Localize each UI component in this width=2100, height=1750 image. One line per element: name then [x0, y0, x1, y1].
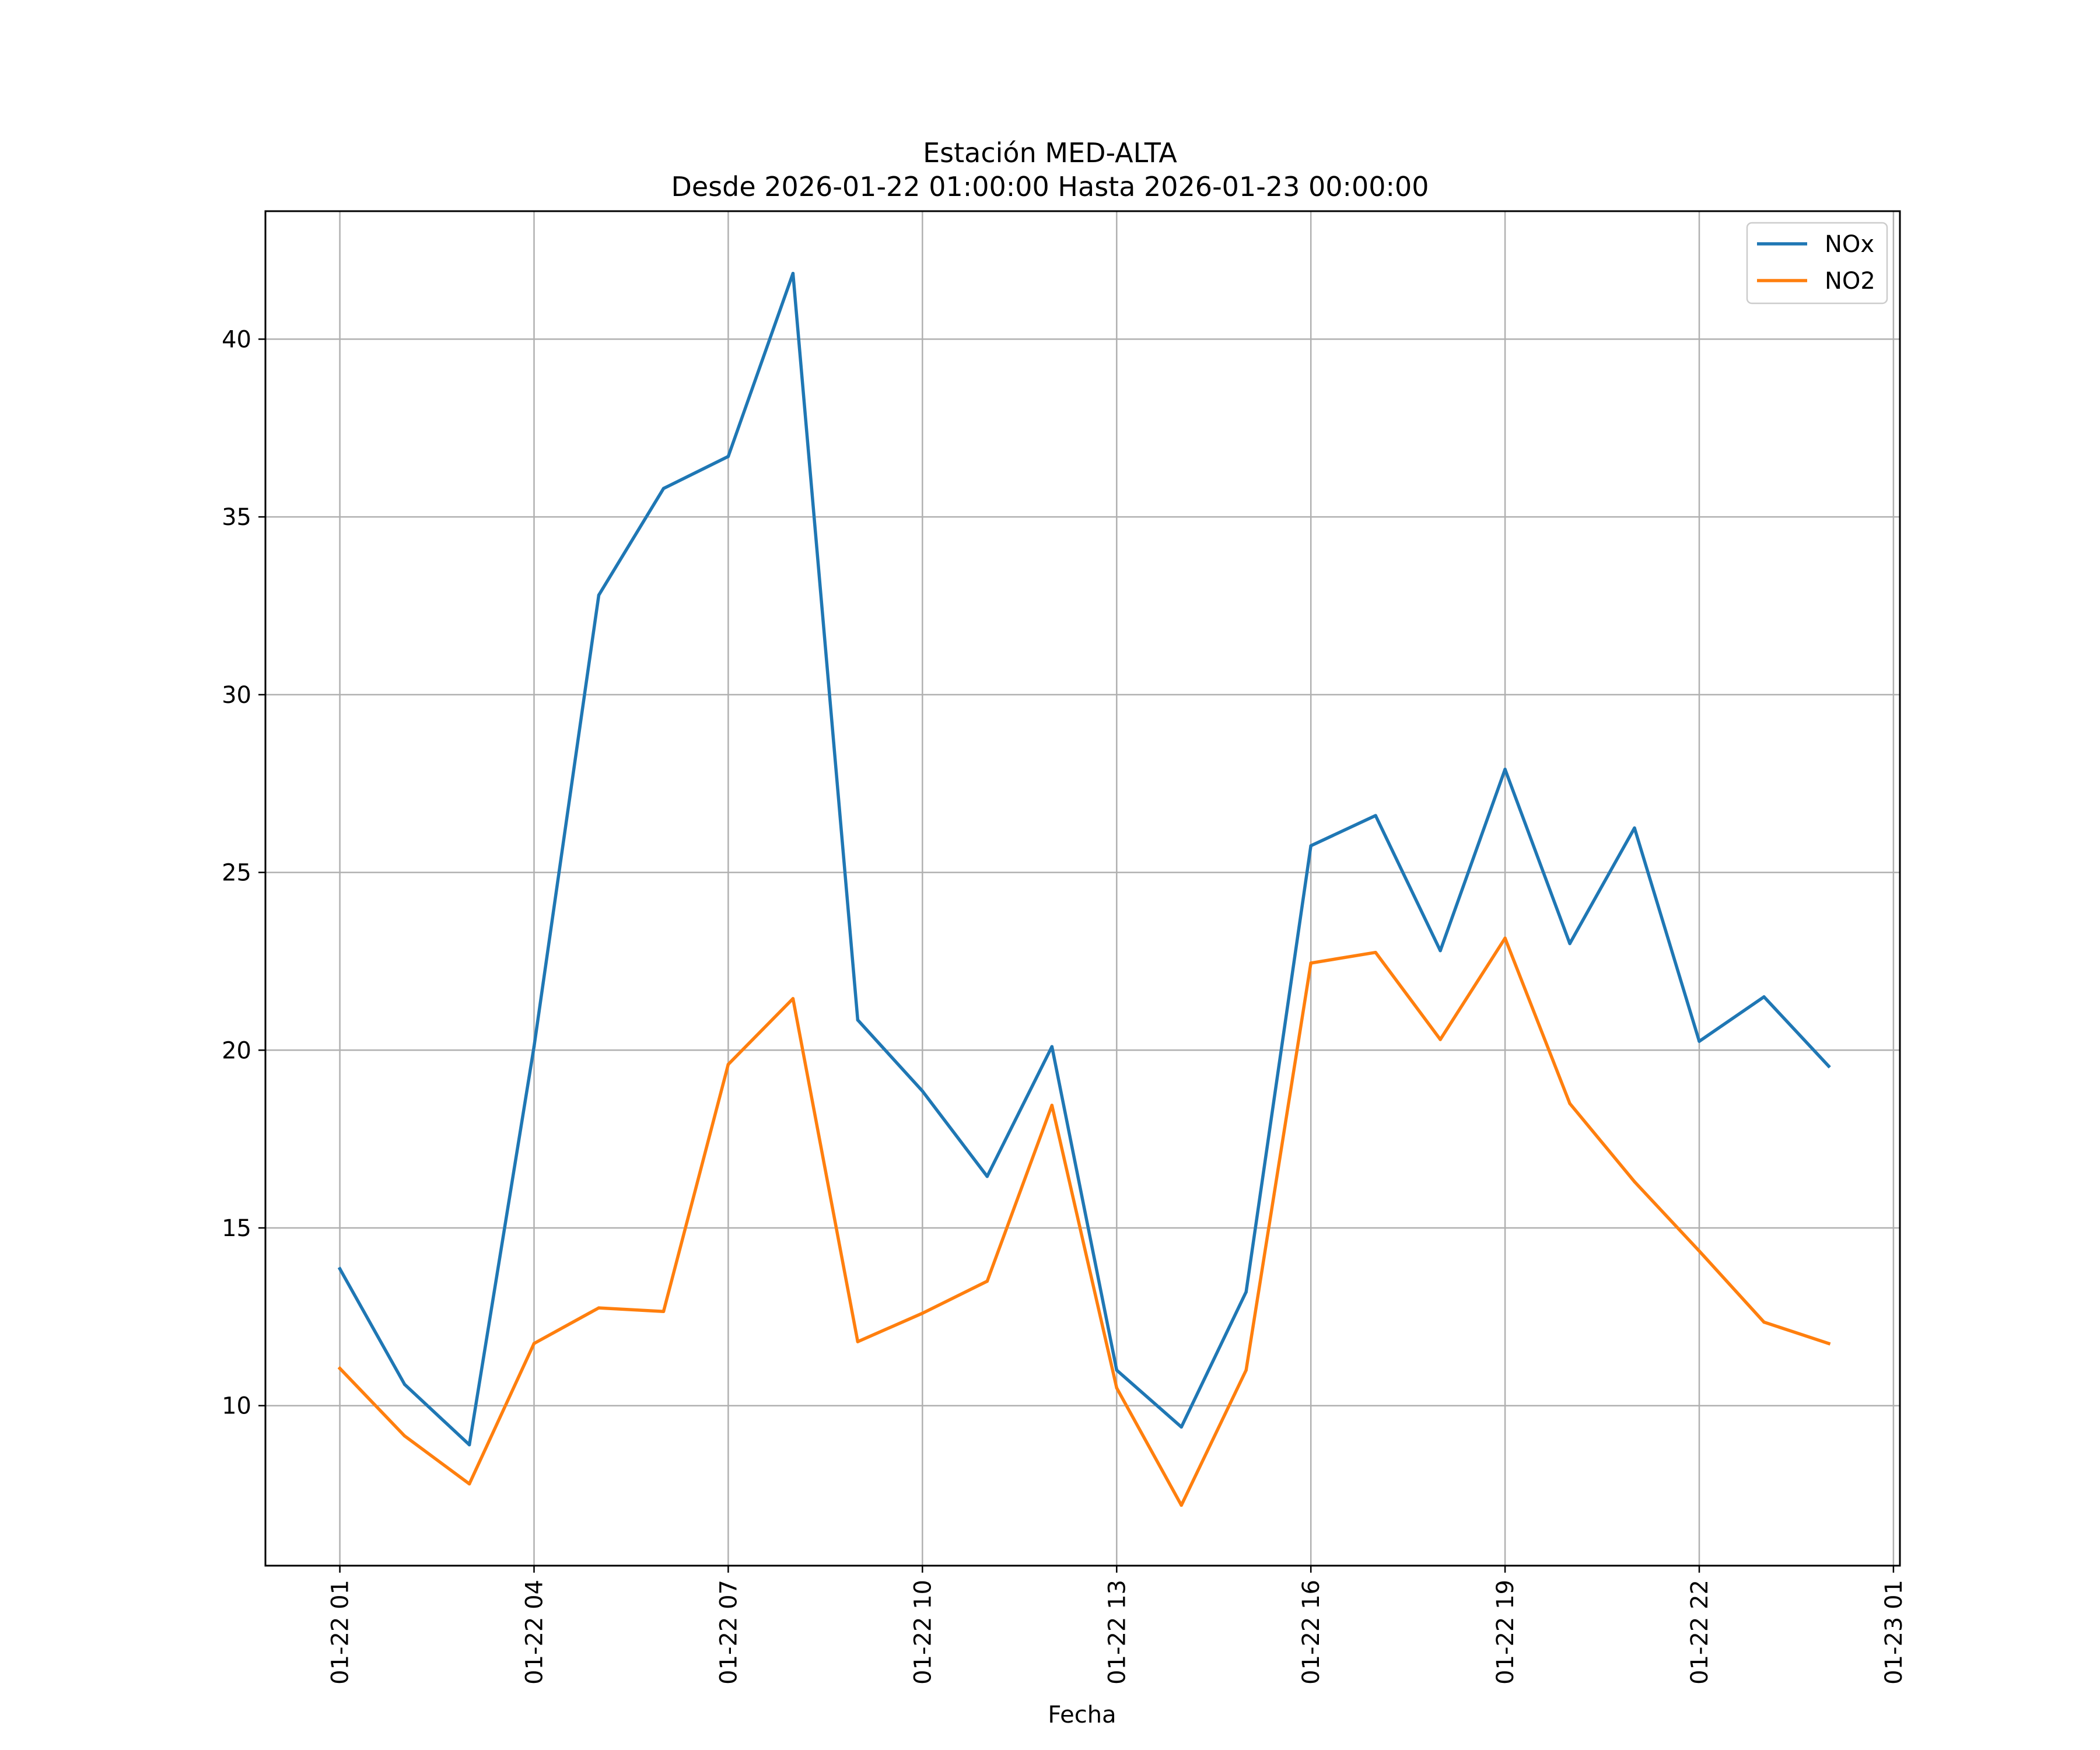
x-tick-label: 01-22 10	[909, 1580, 936, 1685]
legend: NOx NO2	[1746, 222, 1888, 304]
x-tick-label: 01-22 01	[327, 1580, 354, 1685]
data-point-no2	[1827, 1342, 1831, 1345]
axis-ticks: 10 15 20 25 30 35 40 01-22 01 01-22 04 01-22 07 01…	[222, 326, 1908, 1684]
data-point-nox	[1568, 942, 1572, 946]
data-point-no2	[662, 1310, 666, 1313]
data-point-no2	[338, 1367, 342, 1370]
data-point-nox	[1633, 826, 1636, 830]
plot-area-frame	[264, 210, 1901, 1567]
x-tick-label: 01-22 07	[715, 1580, 742, 1685]
x-tick-label: 01-23 01	[1881, 1580, 1908, 1685]
y-tick-label: 25	[222, 860, 251, 887]
data-point-no2	[1633, 1180, 1636, 1184]
data-point-no2	[1568, 1101, 1572, 1105]
y-tick-label: 10	[222, 1393, 251, 1420]
data-point-nox	[467, 1443, 471, 1447]
data-point-no2	[921, 1311, 925, 1315]
data-point-no2	[1698, 1249, 1701, 1253]
data-point-no2	[1180, 1503, 1183, 1507]
legend-label-nox: NOx	[1825, 231, 1874, 258]
data-point-nox	[662, 487, 666, 491]
data-point-nox	[1503, 768, 1507, 771]
data-point-nox	[856, 1018, 860, 1022]
data-point-no2	[402, 1434, 407, 1438]
x-tick-label: 01-22 04	[522, 1580, 548, 1685]
data-point-nox	[597, 593, 601, 597]
data-point-nox	[338, 1267, 342, 1270]
y-tick-label: 35	[222, 504, 251, 531]
x-tick-label: 01-22 16	[1298, 1580, 1325, 1685]
y-tick-label: 40	[222, 326, 251, 353]
data-point-nox	[1698, 1040, 1701, 1043]
data-point-nox	[1827, 1064, 1831, 1068]
data-point-no2	[985, 1279, 989, 1283]
data-point-nox	[1244, 1290, 1248, 1294]
grid	[265, 211, 1900, 1566]
chart-title: Estación MED-ALTA	[923, 137, 1177, 169]
data-point-nox	[726, 454, 730, 459]
data-point-no2	[1503, 936, 1507, 940]
data-point-nox	[1050, 1045, 1054, 1048]
data-point-nox	[1438, 949, 1442, 953]
data-point-nox	[1309, 844, 1312, 848]
data-point-nox	[402, 1382, 407, 1386]
data-point-nox	[791, 271, 795, 275]
x-tick-label: 01-22 13	[1104, 1580, 1130, 1685]
data-point-nox	[921, 1089, 925, 1093]
data-point-no2	[1309, 961, 1312, 965]
data-point-no2	[1438, 1038, 1442, 1041]
data-point-no2	[1115, 1386, 1119, 1390]
data-point-no2	[1244, 1368, 1248, 1372]
data-point-nox	[532, 1045, 536, 1048]
data-point-nox	[985, 1174, 989, 1178]
data-point-nox	[1762, 995, 1766, 999]
data-point-no2	[467, 1482, 471, 1486]
data-point-no2	[856, 1340, 860, 1343]
data-point-nox	[1180, 1425, 1183, 1429]
legend-label-no2: NO2	[1825, 268, 1875, 295]
x-tick-label: 01-22 19	[1492, 1580, 1519, 1685]
y-tick-label: 20	[222, 1037, 251, 1064]
x-axis-label: Fecha	[1048, 1702, 1116, 1728]
data-point-no2	[1374, 950, 1377, 954]
y-tick-label: 15	[222, 1215, 251, 1242]
x-tick-label: 01-22 22	[1686, 1580, 1713, 1685]
data-point-no2	[1050, 1104, 1054, 1107]
data-point-no2	[726, 1062, 730, 1066]
chart-subtitle: Desde 2026-01-22 01:00:00 Hasta 2026-01-…	[671, 171, 1429, 202]
data-point-no2	[532, 1342, 536, 1345]
data-point-no2	[597, 1306, 601, 1310]
data-point-nox	[1374, 814, 1377, 817]
series-line-no2	[337, 936, 1831, 1507]
series-lines	[337, 271, 1831, 1507]
data-point-nox	[1115, 1368, 1119, 1372]
series-line-nox	[337, 271, 1831, 1447]
data-point-no2	[1762, 1320, 1766, 1324]
y-tick-label: 30	[222, 682, 251, 709]
data-point-no2	[791, 997, 795, 1000]
